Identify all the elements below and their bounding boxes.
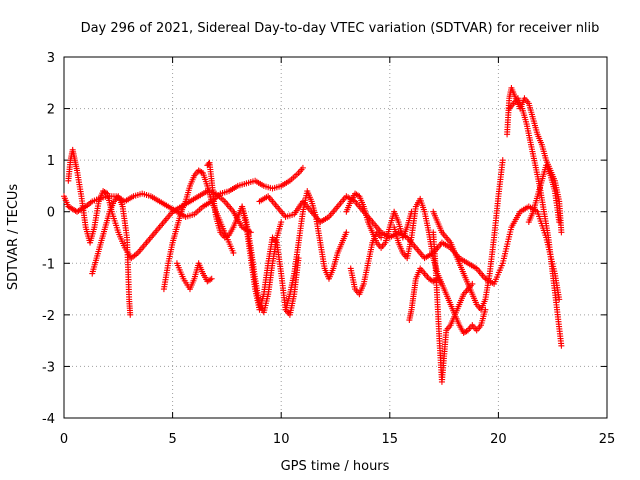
data-point (230, 249, 237, 256)
data-point (438, 280, 445, 287)
y-tick-label: 2 (47, 103, 55, 118)
y-tick-label: -2 (42, 309, 55, 324)
data-point (102, 189, 109, 196)
data-point (556, 219, 563, 226)
data-point (208, 275, 215, 282)
data-point (207, 276, 214, 283)
grid-lines (64, 57, 607, 418)
y-tick-label: 1 (47, 154, 55, 169)
data-point (198, 169, 205, 176)
data-points (61, 84, 565, 385)
data-point (343, 229, 350, 236)
y-tick-label: -4 (42, 412, 55, 427)
data-point (499, 157, 506, 164)
x-axis-label: GPS time / hours (281, 459, 390, 474)
x-tick-label: 20 (490, 432, 507, 447)
data-point (463, 328, 470, 335)
data-point (299, 164, 306, 171)
y-tick-label: 3 (47, 51, 55, 66)
data-point (378, 234, 385, 241)
plot-frame (63, 56, 608, 419)
data-point (278, 219, 285, 226)
x-tick-label: 10 (273, 432, 290, 447)
chart-title: Day 296 of 2021, Sidereal Day-to-day VTE… (81, 21, 600, 36)
y-tick-label: -1 (42, 257, 55, 272)
data-point (558, 229, 565, 236)
data-point (127, 311, 134, 318)
data-point (558, 342, 565, 349)
axis-ticks: 0 5 10 15 20 25 -4 -3 -2 -1 0 1 2 3 (42, 51, 615, 447)
y-tick-label: -3 (42, 360, 55, 375)
x-tick-label: 25 (599, 432, 616, 447)
data-point (556, 296, 563, 303)
x-tick-label: 5 (168, 432, 176, 447)
x-tick-label: 15 (382, 432, 399, 447)
y-axis-label: SDTVAR / TECUs (6, 184, 21, 291)
y-tick-label: 0 (47, 206, 55, 221)
x-tick-label: 0 (60, 432, 68, 447)
data-point (205, 161, 212, 168)
